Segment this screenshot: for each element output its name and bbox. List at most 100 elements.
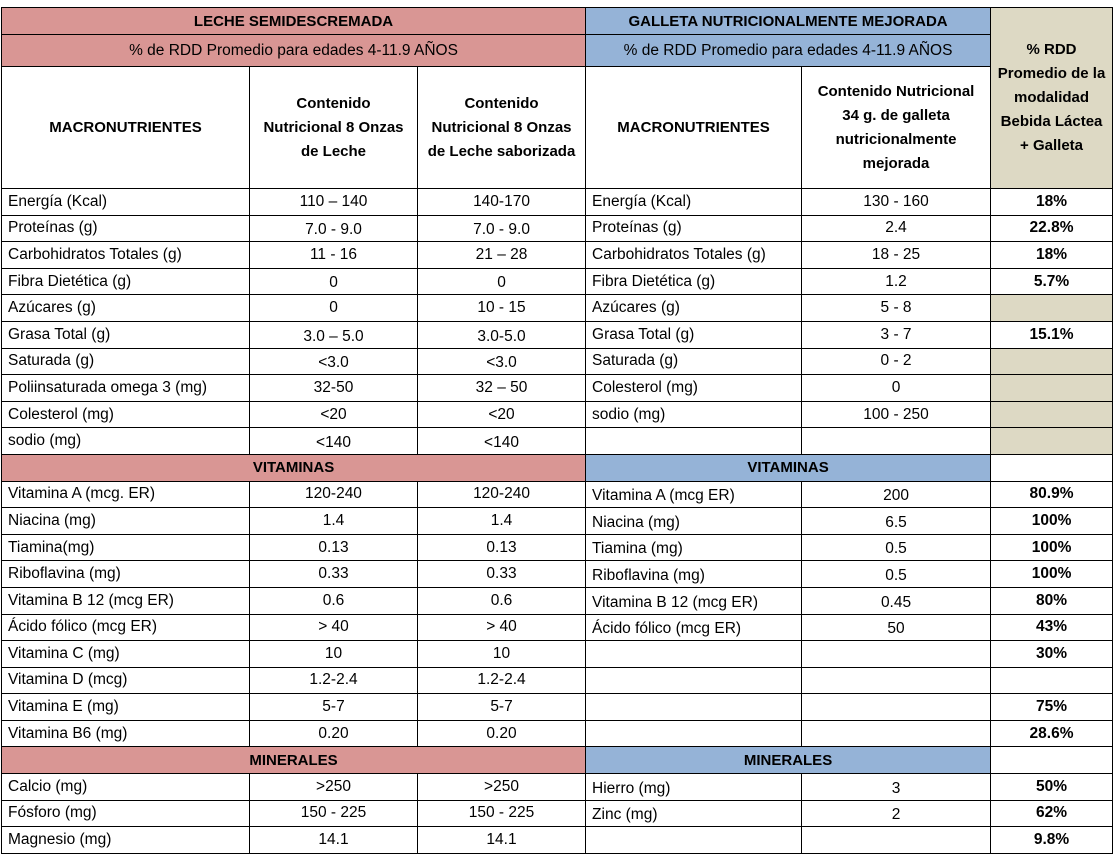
flavored-milk-value: 0 (416, 267, 587, 296)
milk-nutrient-name: Vitamina B6 (mg) (1, 719, 250, 748)
cookie-subtitle: % de RDD Promedio para edades 4-11.9 AÑO… (585, 34, 992, 67)
milk-nutrient-name: Poliinsaturada omega 3 (mg) (1, 374, 250, 402)
milk-value: 150 - 225 (249, 799, 418, 828)
milk-nutrient-name: Vitamina E (mg) (1, 693, 250, 721)
milk-nutrient-name: Niacina (mg) (1, 507, 250, 535)
cookie-nutrient-name: Carbohidratos Totales (g) (585, 241, 803, 269)
section-header-row: MINERALES MINERALES (0, 746, 1114, 775)
cookie-content-header: Contenido Nutricional 34 g. de galleta n… (801, 66, 992, 189)
milk-nutrient-name: Tiamina(mg) (1, 533, 250, 562)
cookie-nutrient-name: Tiamina (mg) (585, 533, 803, 562)
flavored-milk-value: 21 – 28 (416, 241, 587, 269)
table-row: Fósforo (mg) 150 - 225 150 - 225 Zinc (mg) 2… (1, 799, 1114, 828)
milk-nutrient-name: Vitamina B 12 (mcg ER) (1, 586, 250, 615)
flavored-milk-value: 32 – 50 (416, 374, 587, 402)
milk-nutrient-name: Vitamina C (mg) (1, 640, 250, 668)
milk-nutrient-name: Calcio (mg) (1, 773, 250, 801)
cookie-value: 5 - 8 (801, 294, 992, 322)
milk-nutrient-name: Fibra Dietética (g) (1, 267, 250, 296)
milk-value: 7.0 - 9.0 (249, 214, 418, 243)
cookie-nutrient-name (585, 693, 803, 721)
cookie-value: 18 - 25 (801, 241, 992, 269)
cookie-value: 0.45 (801, 586, 992, 615)
table-row: Vitamina C (mg) 10 10 30% (1, 640, 1114, 668)
milk-nutrient-name: Saturada (g) (1, 347, 250, 376)
flavored-milk-value: 150 - 225 (416, 799, 587, 828)
cookie-value: 3 - 7 (801, 320, 992, 349)
cookie-value: 100 - 250 (801, 400, 992, 429)
milk-value: > 40 (249, 613, 418, 642)
milk-value: <140 (249, 427, 418, 455)
flavored-milk-value: 1.2-2.4 (416, 666, 587, 695)
table-row: Carbohidratos Totales (g) 11 - 16 21 – 28 C… (1, 241, 1114, 269)
cookie-title: GALLETA NUTRICIONALMENTE MEJORADA (585, 7, 992, 35)
rdd-percent: 100% (990, 560, 1114, 588)
milk-value: 14.1 (249, 826, 418, 854)
cookie-value: 6.5 (801, 507, 992, 535)
milk-value: 0.13 (249, 533, 418, 562)
milk-value: <20 (249, 400, 418, 429)
milk-nutrient-name: Riboflavina (mg) (1, 560, 250, 588)
flavored-milk-value: 10 - 15 (416, 294, 587, 322)
cookie-vitamins-header: VITAMINAS (585, 453, 992, 482)
cookie-nutrient-name (585, 826, 803, 854)
milk-value: <3.0 (249, 347, 418, 376)
milk-value: 5-7 (249, 693, 418, 721)
rdd-empty-cell (990, 453, 1114, 482)
cookie-nutrient-name (585, 427, 803, 455)
milk-value: 0 (249, 294, 418, 322)
cookie-value: 0 - 2 (801, 347, 992, 376)
cookie-value: 2.4 (801, 214, 992, 243)
cookie-minerals-header: MINERALES (585, 746, 992, 775)
rdd-percent: 80% (990, 586, 1114, 615)
cookie-value (801, 826, 992, 854)
milk-nutrient-name: Ácido fólico (mcg ER) (1, 613, 250, 642)
table-row: Vitamina E (mg) 5-7 5-7 75% (1, 693, 1114, 721)
table-row: Energía (Kcal) 110 – 140 140-170 Energía (K… (1, 188, 1114, 216)
rdd-percent: 62% (990, 799, 1114, 828)
flavored-milk-value: 5-7 (416, 693, 587, 721)
rdd-percent: 5.7% (990, 267, 1114, 296)
cookie-nutrient-name: Zinc (mg) (585, 799, 803, 828)
milk-flavored-header: Contenido Nutricional 8 Onzas de Leche s… (416, 66, 587, 189)
milk-value: 1.2-2.4 (249, 666, 418, 695)
milk-value: 1.4 (249, 507, 418, 535)
table-row: Tiamina(mg) 0.13 0.13 Tiamina (mg) 0.5 100% (1, 533, 1114, 562)
cookie-nutrient-name: Proteínas (g) (585, 214, 803, 243)
cookie-nutrient-name: Azúcares (g) (585, 294, 803, 322)
rdd-percent: 15.1% (990, 320, 1114, 349)
cookie-nutrient-name: Fibra Dietética (g) (585, 267, 803, 296)
cookie-value: 0 (801, 374, 992, 402)
rdd-percent: 28.6% (990, 719, 1114, 748)
cookie-value: 0.5 (801, 560, 992, 588)
milk-vitamins-header: VITAMINAS (0, 453, 587, 482)
milk-nutrient-name: Carbohidratos Totales (g) (1, 241, 250, 269)
flavored-milk-value: 7.0 - 9.0 (416, 214, 587, 243)
milk-macro-header: MACRONUTRIENTES (1, 66, 250, 189)
rdd-percent (990, 666, 1114, 695)
cookie-macro-header: MACRONUTRIENTES (585, 66, 803, 189)
nutrition-table: LECHE SEMIDESCREMADA GALLETA NUTRICIONAL… (0, 7, 1114, 854)
rdd-percent: 75% (990, 693, 1114, 721)
table-row: Proteínas (g) 7.0 - 9.0 7.0 - 9.0 Proteínas… (1, 214, 1114, 243)
cookie-nutrient-name: Riboflavina (mg) (585, 560, 803, 588)
section-header-row: VITAMINAS VITAMINAS (0, 453, 1114, 482)
cookie-nutrient-name: Grasa Total (g) (585, 320, 803, 349)
flavored-milk-value: 120-240 (416, 480, 587, 509)
table-row: Colesterol (mg) <20 <20 sodio (mg) 100 - 250 (1, 400, 1114, 429)
milk-content-header: Contenido Nutricional 8 Onzas de Leche (249, 66, 418, 189)
cookie-value: 0.5 (801, 533, 992, 562)
milk-minerals-header: MINERALES (0, 746, 587, 775)
flavored-milk-value: 0.20 (416, 719, 587, 748)
flavored-milk-value: 0.33 (416, 560, 587, 588)
flavored-milk-value: <20 (416, 400, 587, 429)
cookie-nutrient-name (585, 666, 803, 695)
cookie-nutrient-name (585, 640, 803, 668)
milk-value: 0.6 (249, 586, 418, 615)
table-row: Magnesio (mg) 14.1 14.1 9.8% (1, 826, 1114, 854)
table-row: Riboflavina (mg) 0.33 0.33 Riboflavina (mg)… (1, 560, 1114, 588)
flavored-milk-value: 0.6 (416, 586, 587, 615)
flavored-milk-value: >250 (416, 773, 587, 801)
flavored-milk-value: > 40 (416, 613, 587, 642)
milk-value: 11 - 16 (249, 241, 418, 269)
